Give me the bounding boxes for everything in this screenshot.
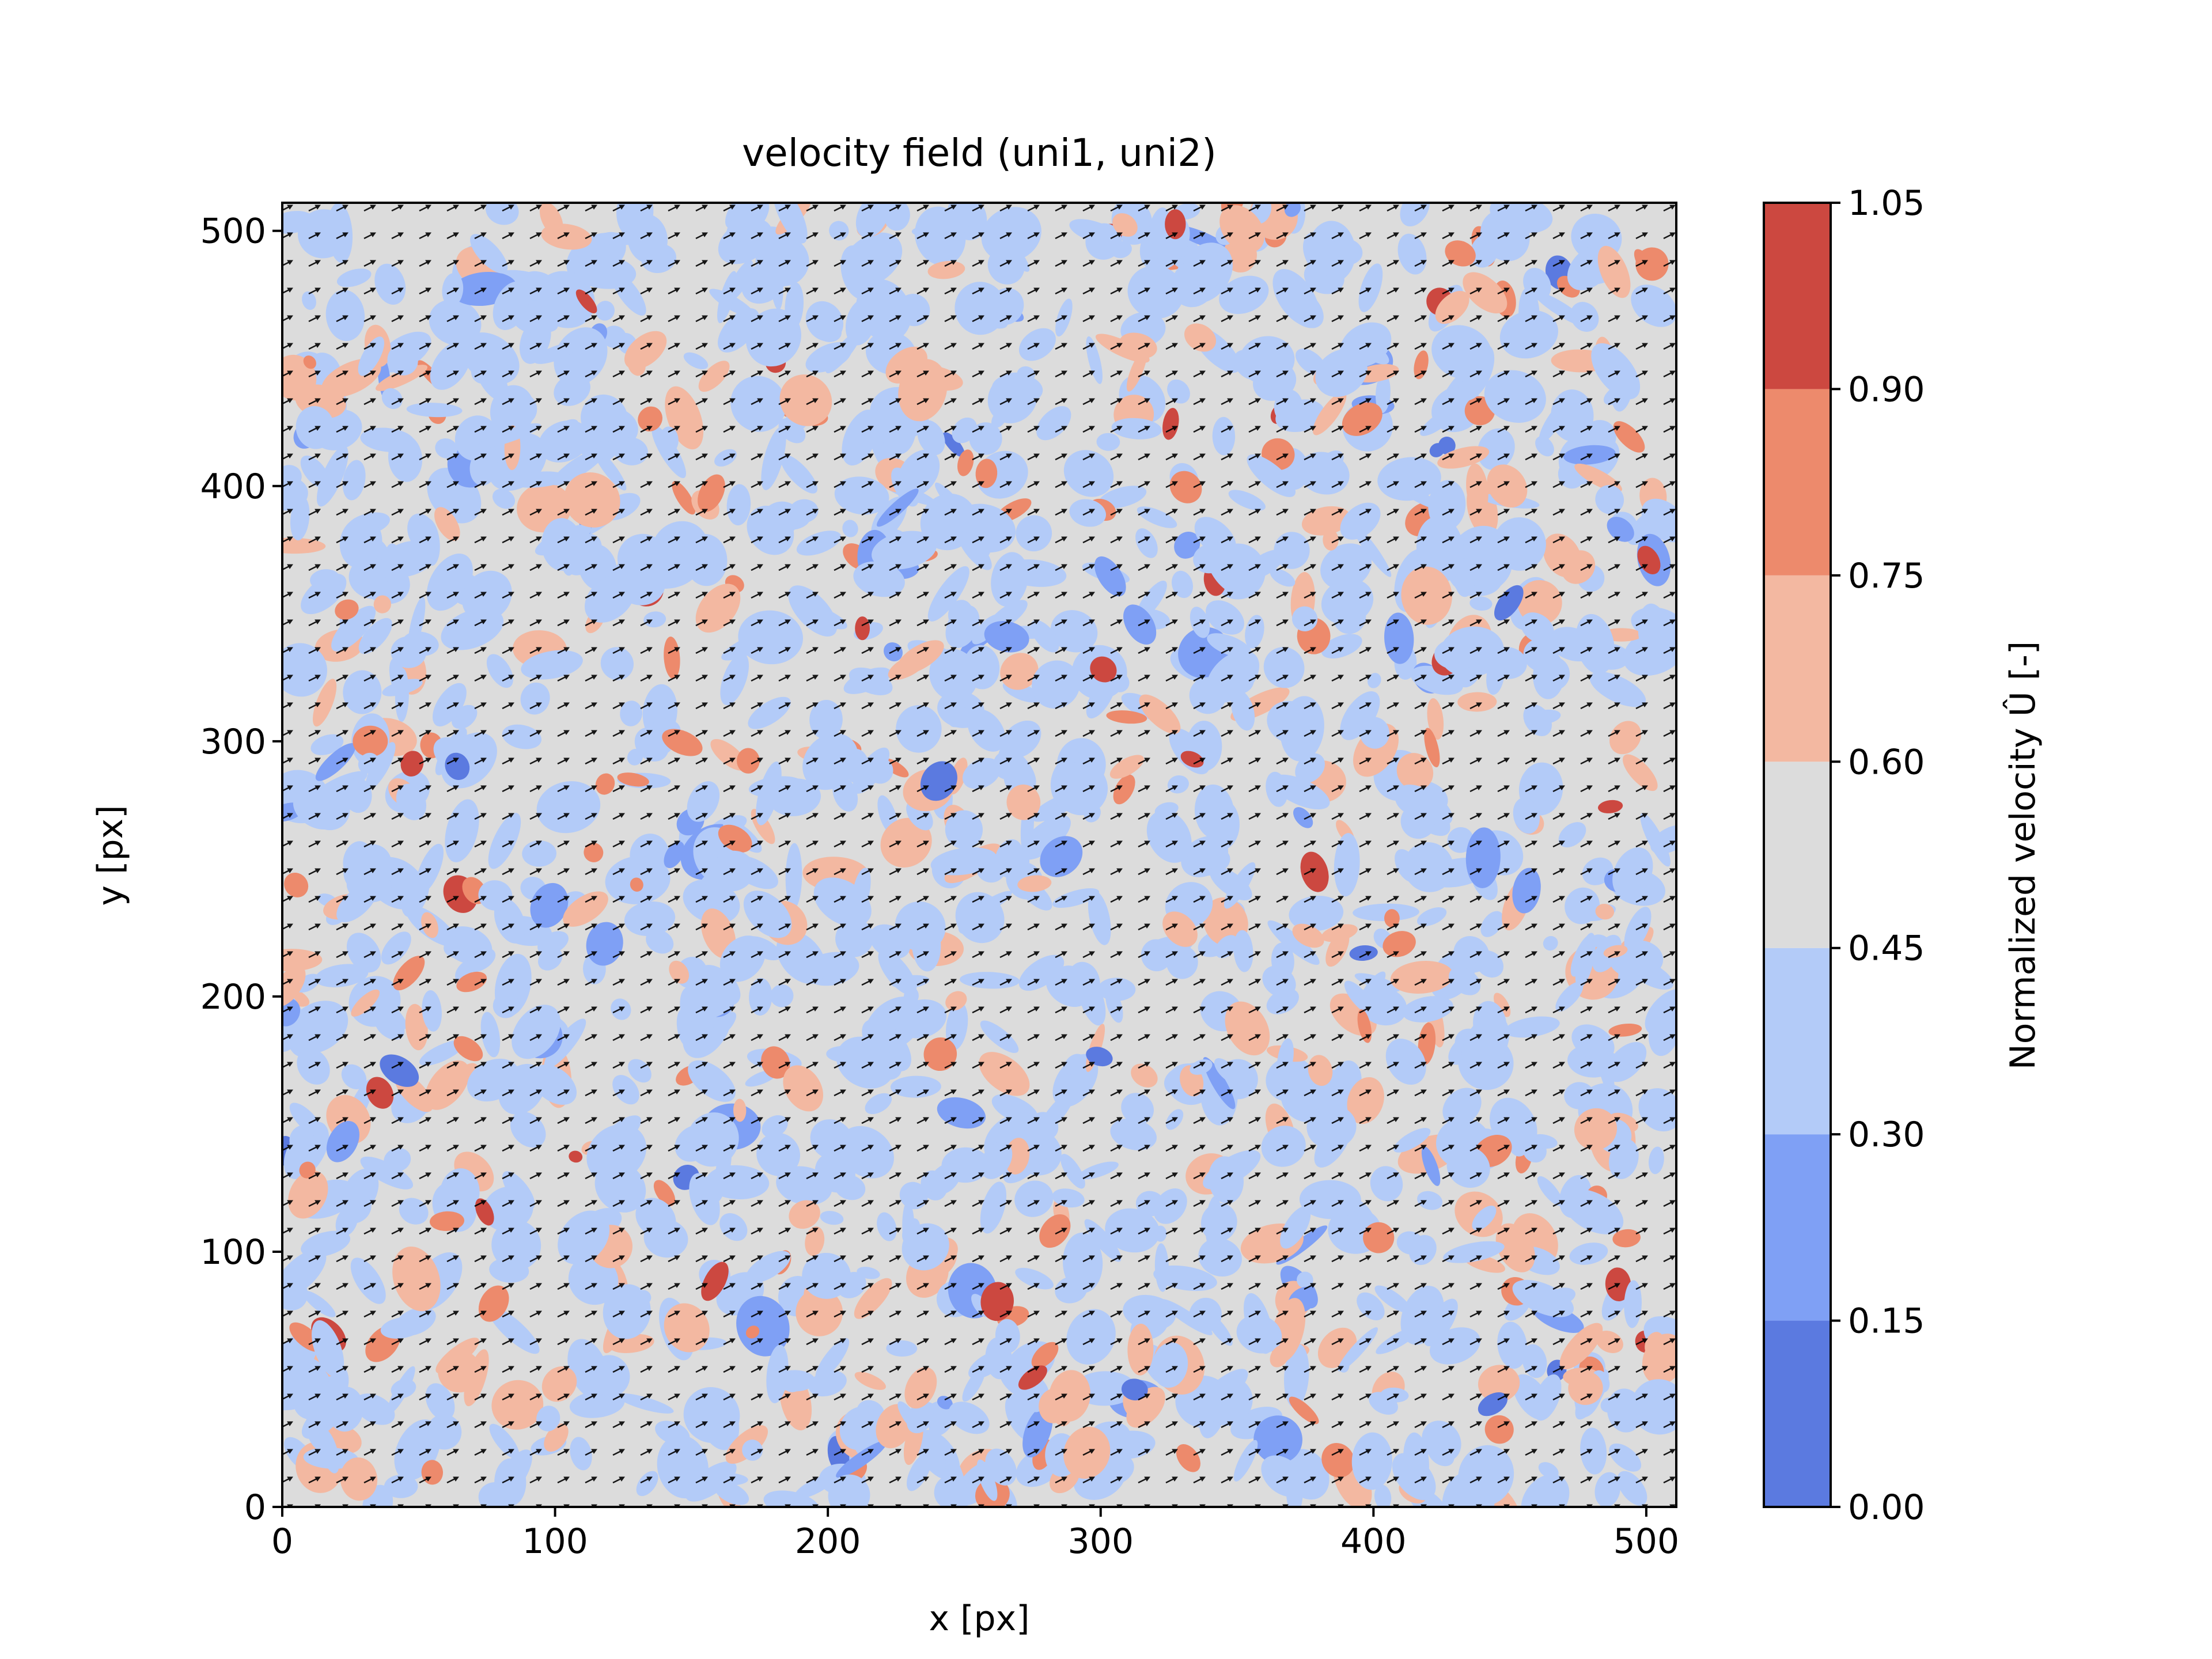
- y-tick-label: 300: [200, 722, 266, 762]
- colorbar-tick-label: 0.75: [1848, 556, 1925, 596]
- colorbar-band: [1764, 948, 1831, 1135]
- colorbar-band: [1764, 1320, 1831, 1507]
- colorbar-band: [1764, 762, 1831, 948]
- y-tick-label: 400: [200, 467, 266, 507]
- colorbar-label: Normalized velocity Û [-]: [2002, 641, 2043, 1070]
- y-tick-label: 100: [200, 1232, 266, 1272]
- chart-title: velocity field (uni1, uni2): [742, 131, 1217, 175]
- x-tick-label: 500: [1613, 1521, 1680, 1562]
- colorbar-tick-label: 0.30: [1848, 1115, 1925, 1155]
- colorbar-tick-label: 0.60: [1848, 742, 1925, 782]
- colorbar-frame: [1763, 202, 1832, 1508]
- quiver-arrows: [282, 203, 1676, 1507]
- colorbar-tick-label: 0.15: [1848, 1301, 1925, 1342]
- colorbar-band: [1764, 389, 1831, 575]
- x-tick-label: 400: [1340, 1521, 1407, 1562]
- plot-frame: [281, 202, 1677, 1508]
- colorbar-tick-label: 1.05: [1848, 183, 1925, 224]
- colorbar-band: [1764, 1134, 1831, 1321]
- x-tick-label: 0: [271, 1521, 293, 1562]
- x-tick-label: 300: [1067, 1521, 1134, 1562]
- colorbar-tick-label: 0.45: [1848, 929, 1925, 969]
- y-tick-label: 0: [244, 1487, 266, 1528]
- colorbar-band: [1764, 575, 1831, 762]
- x-tick-label: 200: [795, 1521, 861, 1562]
- y-tick-label: 500: [200, 211, 266, 252]
- x-axis: 0 100 200 300 400 500: [271, 1507, 1679, 1562]
- y-tick-label: 200: [200, 977, 266, 1017]
- colorbar: 0.00 0.15 0.30 0.45 0.60 0.75 0.90 1.05: [1763, 183, 1925, 1528]
- x-axis-label: x [px]: [929, 1599, 1030, 1639]
- colorbar-tick-label: 0.90: [1848, 369, 1925, 410]
- y-axis: 0 100 200 300 400 500: [200, 211, 282, 1528]
- colorbar-band: [1764, 203, 1831, 389]
- y-axis-label: y [px]: [90, 805, 131, 906]
- plot-area: [281, 202, 1677, 1508]
- x-tick-label: 100: [522, 1521, 588, 1562]
- colorbar-tick-label: 0.00: [1848, 1487, 1925, 1528]
